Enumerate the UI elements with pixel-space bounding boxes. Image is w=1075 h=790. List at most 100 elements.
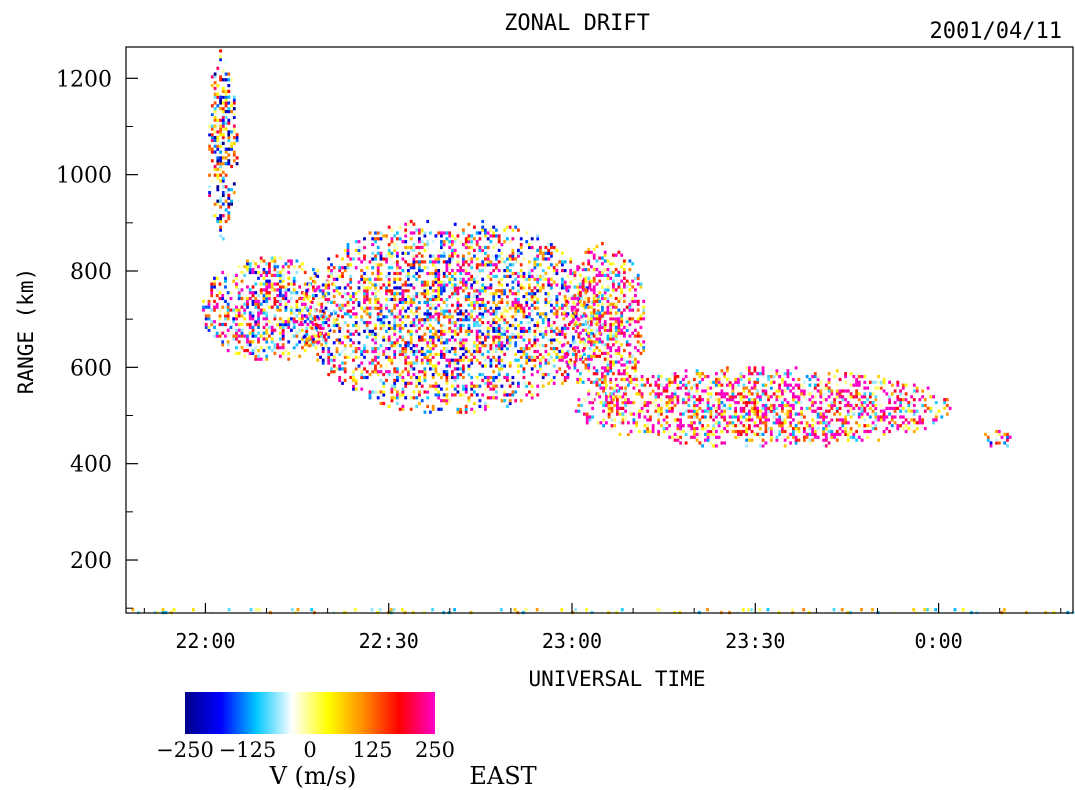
echo-cell bbox=[354, 315, 358, 319]
echo-cell bbox=[224, 279, 227, 283]
echo-cell bbox=[462, 283, 465, 287]
echo-cell bbox=[332, 295, 336, 299]
echo-cell bbox=[279, 288, 282, 292]
echo-cell bbox=[404, 396, 408, 400]
echo-cell bbox=[204, 305, 208, 309]
echo-cell bbox=[390, 399, 394, 403]
echo-cell bbox=[321, 326, 325, 330]
echo-cell bbox=[783, 389, 787, 393]
echo-cell bbox=[224, 89, 228, 93]
echo-cell bbox=[530, 303, 534, 307]
echo-cell bbox=[511, 315, 515, 319]
echo-cell bbox=[628, 351, 632, 355]
echo-cell bbox=[581, 380, 585, 384]
echo-cell bbox=[519, 321, 523, 325]
echo-cell bbox=[634, 288, 637, 292]
echo-cell bbox=[595, 337, 599, 341]
echo-cell bbox=[835, 398, 839, 402]
echo-cell bbox=[912, 392, 916, 396]
echo-cell bbox=[623, 282, 626, 286]
echo-cell bbox=[376, 245, 380, 250]
echo-cell bbox=[327, 297, 331, 302]
echo-cell bbox=[462, 344, 465, 348]
echo-cell bbox=[808, 398, 812, 402]
echo-cell bbox=[470, 257, 474, 261]
echo-cell bbox=[226, 314, 230, 318]
echo-cell bbox=[625, 360, 629, 364]
echo-cell bbox=[923, 409, 927, 413]
echo-cell bbox=[232, 98, 236, 102]
echo-cell bbox=[481, 393, 485, 397]
echo-cell bbox=[319, 355, 322, 359]
echo-cell bbox=[863, 375, 867, 379]
echo-cell bbox=[561, 312, 564, 316]
echo-cell bbox=[511, 375, 515, 380]
echo-cell bbox=[671, 412, 674, 416]
echo-cell bbox=[376, 361, 380, 365]
echo-cell bbox=[298, 340, 302, 344]
echo-cell bbox=[789, 432, 792, 436]
echo-cell bbox=[827, 386, 831, 390]
echo-cell bbox=[292, 291, 296, 295]
echo-cell bbox=[565, 314, 569, 318]
echo-cell bbox=[434, 248, 438, 252]
echo-cell bbox=[213, 199, 217, 203]
echo-cell bbox=[885, 427, 889, 431]
echo-cell bbox=[374, 367, 377, 371]
echo-cell bbox=[781, 421, 784, 425]
echo-cell bbox=[544, 373, 548, 377]
echo-cell bbox=[376, 355, 380, 359]
echo-cell bbox=[204, 325, 208, 329]
echo-cell bbox=[789, 389, 792, 393]
echo-cell bbox=[273, 317, 277, 321]
echo-cell bbox=[464, 364, 468, 368]
echo-cell bbox=[292, 317, 296, 321]
echo-cell bbox=[442, 399, 446, 403]
echo-cell bbox=[321, 323, 325, 328]
echo-cell bbox=[547, 338, 551, 342]
echo-cell bbox=[393, 243, 397, 247]
echo-cell bbox=[530, 318, 534, 322]
echo-cell bbox=[208, 130, 211, 134]
echo-cell bbox=[590, 314, 593, 318]
echo-cell bbox=[907, 421, 911, 425]
echo-cell bbox=[580, 315, 584, 319]
echo-cell bbox=[338, 378, 342, 382]
echo-cell bbox=[308, 283, 311, 287]
echo-cell bbox=[541, 373, 545, 377]
echo-cell bbox=[789, 383, 792, 387]
echo-cell bbox=[254, 305, 258, 309]
echo-cell bbox=[693, 403, 696, 408]
echo-cell bbox=[232, 150, 236, 154]
echo-cell bbox=[595, 273, 599, 277]
echo-cell bbox=[643, 424, 647, 428]
echo-cell bbox=[448, 309, 452, 313]
echo-cell bbox=[240, 291, 244, 295]
echo-cell bbox=[357, 355, 361, 359]
echo-cell bbox=[481, 364, 485, 368]
echo-cell bbox=[921, 386, 924, 390]
echo-cell bbox=[254, 291, 258, 295]
echo-cell bbox=[495, 315, 498, 319]
echo-cell bbox=[646, 424, 649, 428]
echo-cell bbox=[229, 325, 233, 329]
echo-cell bbox=[221, 69, 225, 73]
echo-cell bbox=[219, 156, 222, 160]
echo-cell bbox=[830, 435, 834, 439]
echo-cell bbox=[218, 291, 222, 295]
echo-cell bbox=[385, 355, 388, 359]
echo-cell bbox=[654, 395, 658, 399]
echo-cell bbox=[219, 167, 222, 171]
echo-cell bbox=[863, 409, 867, 413]
echo-cell bbox=[639, 343, 643, 347]
echo-cell bbox=[346, 266, 350, 270]
echo-cell bbox=[739, 372, 743, 376]
echo-cell bbox=[561, 260, 564, 264]
echo-cell bbox=[792, 392, 795, 396]
echo-cell bbox=[566, 373, 570, 377]
echo-cell bbox=[257, 325, 260, 329]
echo-cell bbox=[739, 395, 743, 399]
echo-cell bbox=[363, 329, 366, 333]
echo-cell bbox=[731, 395, 735, 399]
echo-cell bbox=[866, 386, 869, 390]
